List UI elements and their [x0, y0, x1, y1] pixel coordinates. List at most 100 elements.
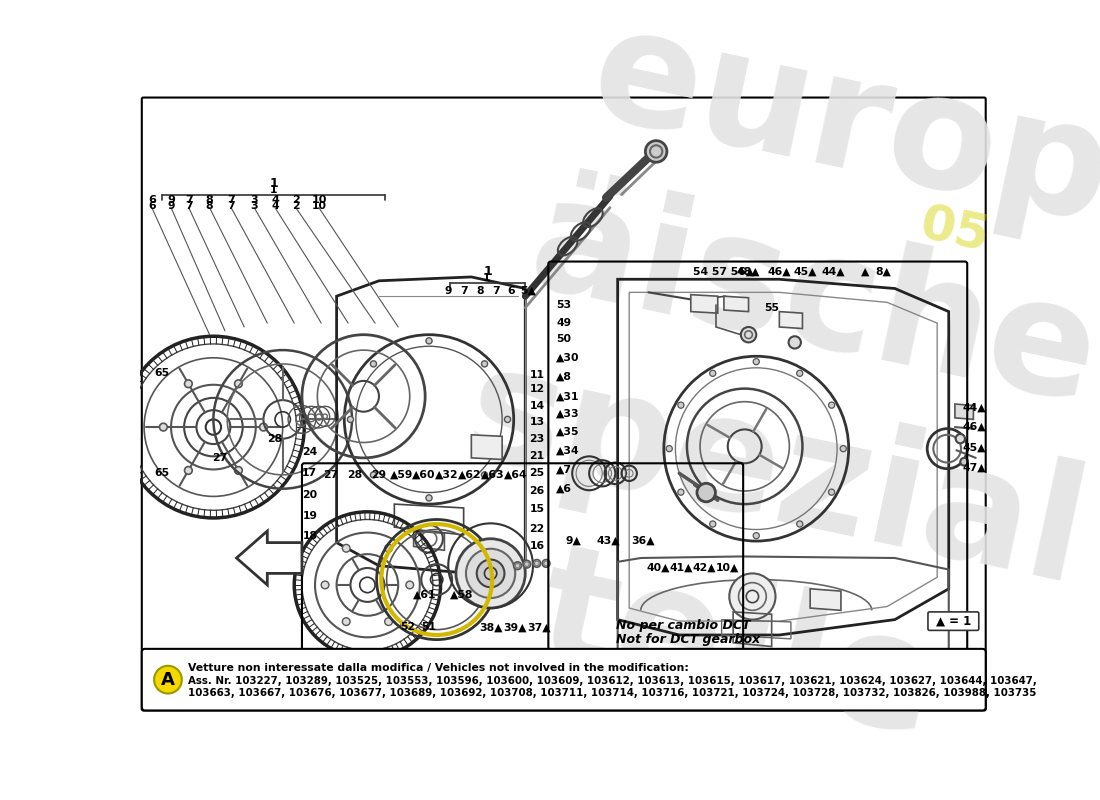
Text: 50: 50 [556, 334, 571, 343]
Text: 40▲: 40▲ [647, 563, 670, 573]
Text: ▲33: ▲33 [556, 409, 580, 419]
Text: 27: 27 [212, 453, 228, 463]
Circle shape [185, 466, 192, 474]
Text: europ
äische
spezial
teile: europ äische spezial teile [416, 0, 1100, 793]
Text: 38▲: 38▲ [480, 622, 503, 632]
Text: ▲62: ▲62 [458, 470, 482, 480]
Text: 15: 15 [529, 505, 544, 514]
Text: 7: 7 [460, 286, 467, 296]
Text: ▲63: ▲63 [481, 470, 505, 480]
FancyBboxPatch shape [142, 649, 986, 710]
Circle shape [426, 338, 432, 344]
Circle shape [697, 483, 715, 502]
Text: 20: 20 [302, 490, 318, 500]
Polygon shape [691, 294, 717, 313]
Text: 51: 51 [421, 622, 437, 632]
Text: 103663, 103667, 103676, 103677, 103689, 103692, 103708, 103711, 103714, 103716, : 103663, 103667, 103676, 103677, 103689, … [188, 688, 1036, 698]
Text: ▲: ▲ [861, 266, 870, 277]
Text: 4: 4 [272, 201, 278, 211]
FancyBboxPatch shape [928, 612, 979, 630]
Circle shape [542, 559, 550, 567]
Circle shape [828, 402, 835, 408]
Text: 7: 7 [185, 201, 192, 211]
Circle shape [385, 545, 393, 552]
Circle shape [476, 559, 505, 587]
Text: 05: 05 [916, 200, 994, 262]
Text: Vetture non interessate dalla modifica / Vehicles not involved in the modificati: Vetture non interessate dalla modifica /… [188, 663, 689, 674]
Polygon shape [236, 531, 301, 585]
Text: 9: 9 [167, 201, 175, 211]
Polygon shape [724, 296, 749, 311]
Text: 1: 1 [483, 274, 491, 283]
Text: 28: 28 [346, 470, 362, 480]
Text: 2: 2 [292, 195, 299, 206]
Text: 27: 27 [323, 470, 339, 480]
Text: 2: 2 [292, 201, 299, 211]
Text: 7: 7 [492, 286, 499, 296]
Circle shape [789, 336, 801, 349]
Polygon shape [955, 404, 974, 419]
Text: 1: 1 [270, 185, 277, 195]
Text: 48▲: 48▲ [737, 266, 760, 277]
Circle shape [371, 361, 376, 367]
Circle shape [505, 416, 510, 422]
Text: 22: 22 [529, 524, 544, 534]
Text: 23: 23 [529, 434, 544, 444]
Text: 28: 28 [267, 434, 283, 444]
Text: ▲7: ▲7 [556, 465, 572, 474]
Text: 65: 65 [154, 368, 169, 378]
Text: 9▲: 9▲ [565, 535, 582, 546]
Text: 43▲: 43▲ [596, 535, 620, 546]
Text: 6: 6 [148, 201, 155, 211]
Circle shape [754, 533, 759, 538]
Text: 39▲: 39▲ [504, 622, 527, 632]
Text: No per cambio DCT: No per cambio DCT [616, 619, 750, 632]
Text: 11: 11 [529, 370, 544, 380]
Circle shape [260, 423, 267, 431]
Circle shape [514, 562, 521, 570]
Text: 9: 9 [167, 195, 175, 206]
Text: 25: 25 [529, 468, 544, 478]
Text: 17: 17 [302, 468, 318, 478]
Circle shape [348, 416, 353, 422]
Polygon shape [472, 435, 502, 459]
Circle shape [729, 574, 776, 619]
Text: 8: 8 [206, 201, 213, 211]
Circle shape [406, 581, 414, 589]
Text: 54 57 56▲: 54 57 56▲ [693, 266, 755, 277]
Text: 6: 6 [147, 195, 156, 206]
Text: 44▲: 44▲ [822, 266, 845, 277]
Text: 4: 4 [271, 195, 279, 206]
Text: 47▲: 47▲ [962, 463, 987, 473]
Circle shape [532, 559, 541, 567]
Text: 10: 10 [311, 201, 327, 211]
Text: Ass. Nr. 103227, 103289, 103525, 103553, 103596, 103600, 103609, 103612, 103613,: Ass. Nr. 103227, 103289, 103525, 103553,… [188, 676, 1036, 686]
Text: 65: 65 [154, 468, 169, 478]
Text: ▲60: ▲60 [411, 470, 436, 480]
Text: 7: 7 [228, 195, 235, 206]
Circle shape [426, 495, 432, 501]
Circle shape [456, 538, 526, 608]
Text: 52: 52 [400, 622, 416, 632]
Text: ▲32: ▲32 [434, 470, 459, 480]
Circle shape [828, 489, 835, 495]
Circle shape [482, 361, 487, 367]
Circle shape [154, 666, 182, 694]
Polygon shape [779, 311, 803, 329]
Text: 45▲: 45▲ [962, 443, 986, 453]
Text: ▲34: ▲34 [556, 445, 580, 455]
Text: A: A [161, 670, 175, 689]
Text: ▲ = 1: ▲ = 1 [936, 614, 971, 628]
Text: 49: 49 [556, 318, 571, 328]
Circle shape [234, 466, 242, 474]
Text: ▲59: ▲59 [390, 470, 414, 480]
Text: 26: 26 [529, 486, 544, 496]
Circle shape [185, 380, 192, 388]
Text: ▲61: ▲61 [414, 590, 437, 600]
Circle shape [754, 358, 759, 365]
Text: 29: 29 [372, 470, 386, 480]
FancyBboxPatch shape [142, 98, 986, 710]
Text: 44▲: 44▲ [962, 403, 987, 413]
Text: 53: 53 [556, 301, 571, 310]
Circle shape [678, 402, 684, 408]
